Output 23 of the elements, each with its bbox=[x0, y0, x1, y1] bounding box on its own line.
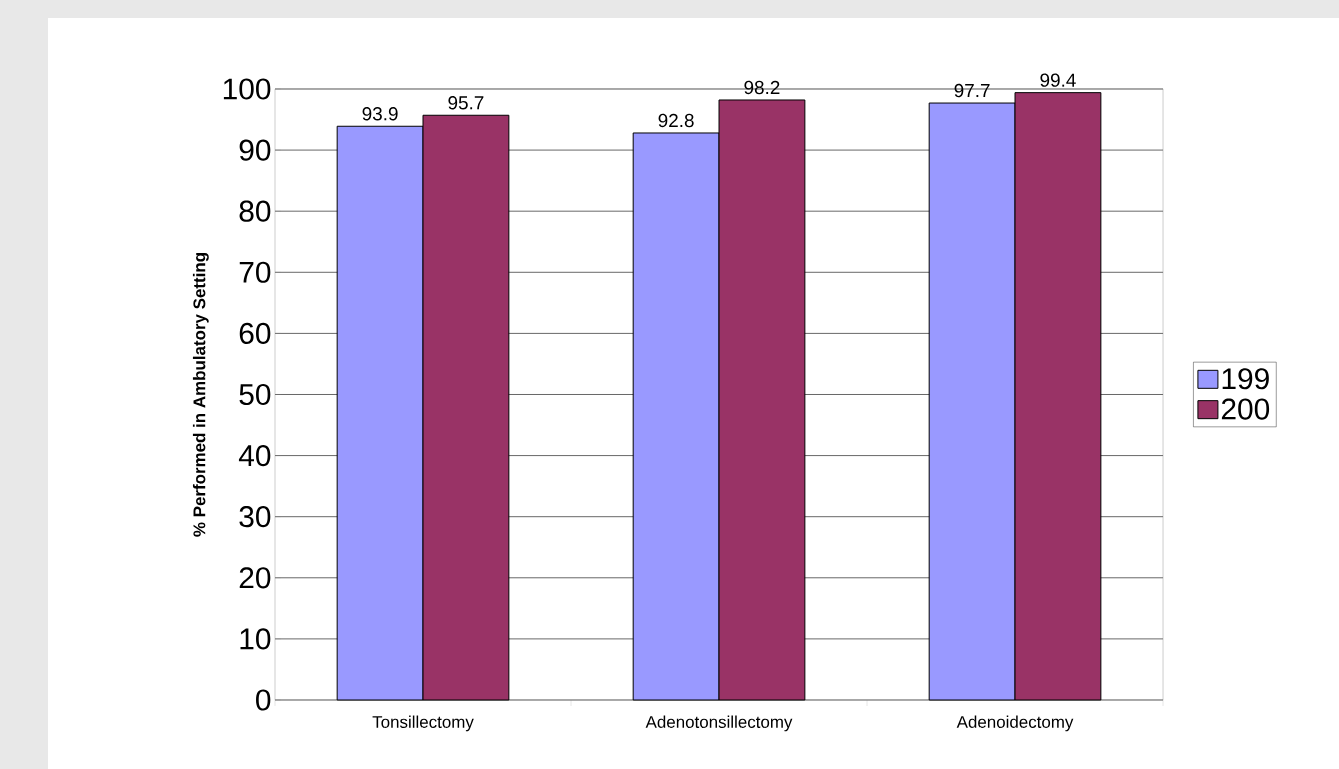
y-tick-label: 20 bbox=[239, 567, 271, 589]
y-tick-label: 50 bbox=[239, 383, 271, 406]
data-label: 99.4 bbox=[1040, 73, 1076, 87]
y-tick-label: 90 bbox=[239, 139, 271, 161]
x-tick-label: Tonsillectomy bbox=[372, 715, 474, 732]
y-tick-label: 60 bbox=[239, 322, 271, 344]
data-label: 95.7 bbox=[448, 96, 484, 110]
y-tick-label: 70 bbox=[239, 261, 271, 283]
y-tick-label: 10 bbox=[240, 628, 271, 650]
y-tick-label: 80 bbox=[239, 200, 271, 222]
data-label: 93.9 bbox=[362, 107, 398, 121]
data-label: 98.2 bbox=[744, 80, 780, 95]
data-label: 97.7 bbox=[954, 83, 990, 98]
legend-label: 200 bbox=[1221, 398, 1270, 420]
y-axis-title: % Performed in Ambulatory Setting bbox=[192, 253, 209, 537]
data-label: 92.8 bbox=[658, 113, 694, 128]
y-tick-label: 30 bbox=[239, 506, 271, 528]
y-tick-label: 0 bbox=[256, 689, 271, 711]
legend-label: 199 bbox=[1222, 368, 1269, 390]
y-tick-label: 100 bbox=[223, 78, 271, 100]
x-tick-label: Adenotonsillectomy bbox=[645, 715, 793, 732]
y-tick-label: 40 bbox=[238, 445, 271, 467]
x-tick-label: Adenoidectomy bbox=[956, 715, 1074, 732]
